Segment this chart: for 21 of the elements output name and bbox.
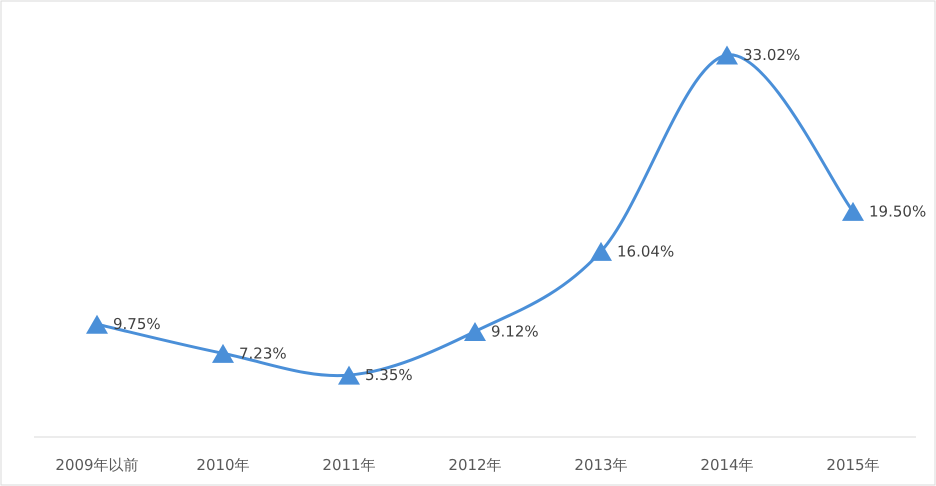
data-label: 16.04% (617, 242, 674, 260)
x-tick-label: 2014年 (700, 456, 754, 474)
x-tick-label: 2009年以前 (55, 456, 139, 474)
data-label: 9.12% (491, 322, 539, 340)
x-tick-label: 2011年 (322, 456, 376, 474)
point (464, 322, 486, 341)
point (86, 314, 108, 334)
point (716, 46, 738, 64)
x-tick-label: 2010年 (196, 456, 250, 474)
data-label: 19.50% (869, 202, 926, 220)
x-tick-label: 2012年 (448, 456, 502, 474)
point (842, 202, 864, 221)
point (212, 344, 234, 363)
data-label: 33.02% (743, 46, 800, 64)
x-tick-label: 2013年 (574, 456, 628, 474)
x-tick-label: 2015年 (826, 456, 880, 474)
data-label: 5.35% (365, 366, 413, 384)
point (590, 242, 612, 261)
data-label: 7.23% (239, 344, 287, 362)
point (338, 366, 360, 385)
data-label: 9.75% (113, 315, 161, 334)
